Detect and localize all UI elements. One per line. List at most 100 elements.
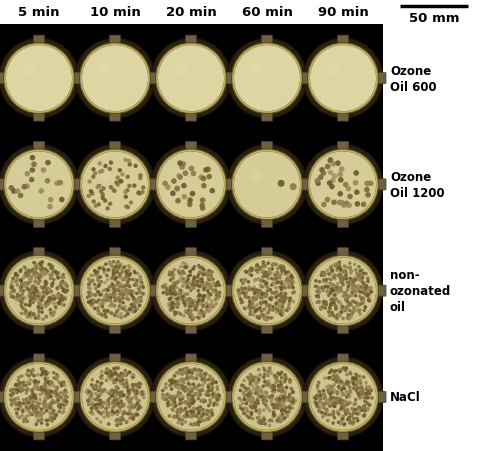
Circle shape [171,395,174,398]
Circle shape [116,397,120,401]
Circle shape [40,367,43,371]
Circle shape [196,316,199,319]
Circle shape [338,265,341,268]
Circle shape [241,401,244,405]
Circle shape [44,391,48,394]
Circle shape [75,145,155,225]
Circle shape [41,391,44,395]
Circle shape [61,296,64,299]
Circle shape [55,377,58,381]
Circle shape [34,382,37,385]
Circle shape [118,274,121,277]
Circle shape [189,289,192,293]
Circle shape [202,273,205,277]
Circle shape [342,406,345,410]
Circle shape [281,305,284,309]
Circle shape [135,397,138,401]
Circle shape [178,291,182,295]
Circle shape [294,399,298,402]
Circle shape [280,371,283,374]
Circle shape [130,306,134,310]
Circle shape [354,388,358,392]
Circle shape [358,295,362,299]
Circle shape [348,277,352,281]
Circle shape [353,408,356,412]
Circle shape [190,286,194,289]
Circle shape [209,293,212,297]
Circle shape [48,380,51,384]
Circle shape [172,290,176,294]
Circle shape [51,298,54,301]
Circle shape [106,289,110,292]
Circle shape [266,383,269,387]
Circle shape [88,396,92,400]
Circle shape [360,389,364,393]
Circle shape [118,282,121,285]
Circle shape [271,389,274,393]
Circle shape [136,391,140,395]
Circle shape [27,388,31,391]
Circle shape [124,272,128,276]
Circle shape [184,407,188,410]
Circle shape [55,387,58,390]
Circle shape [109,296,112,300]
FancyBboxPatch shape [300,285,308,296]
Circle shape [172,292,175,296]
Circle shape [335,402,338,405]
Circle shape [178,292,182,296]
Circle shape [332,405,336,408]
Circle shape [116,297,119,300]
Circle shape [133,272,136,275]
Circle shape [23,296,26,300]
Circle shape [361,406,364,410]
Circle shape [151,39,231,119]
Circle shape [18,299,22,303]
Circle shape [88,295,92,298]
Circle shape [288,392,292,396]
Circle shape [40,386,43,389]
FancyBboxPatch shape [300,391,308,402]
Circle shape [168,384,172,387]
Circle shape [282,390,285,393]
Circle shape [32,274,36,277]
Circle shape [115,423,118,427]
Circle shape [116,377,119,380]
Text: NaCl: NaCl [390,391,421,404]
Circle shape [64,402,68,406]
Circle shape [184,304,187,308]
Circle shape [329,304,332,307]
Circle shape [351,422,354,426]
Circle shape [314,179,320,184]
Circle shape [198,302,202,306]
Circle shape [128,278,131,281]
Circle shape [342,295,345,298]
Circle shape [3,149,75,221]
Circle shape [252,401,256,405]
Circle shape [335,289,338,293]
Circle shape [259,419,262,423]
Circle shape [346,402,350,405]
Circle shape [30,389,34,392]
Circle shape [118,300,122,304]
Circle shape [218,394,221,398]
Circle shape [30,288,34,291]
Circle shape [130,404,134,408]
Circle shape [361,396,364,399]
Circle shape [334,298,338,301]
Circle shape [168,298,172,302]
Circle shape [20,374,24,378]
Circle shape [266,262,270,265]
Circle shape [323,393,326,397]
Circle shape [248,269,252,272]
Circle shape [118,391,122,395]
Circle shape [115,263,118,267]
Circle shape [215,294,218,297]
Circle shape [361,284,365,288]
Circle shape [345,380,349,383]
FancyBboxPatch shape [186,36,196,44]
Circle shape [242,288,245,291]
Circle shape [292,300,295,304]
Circle shape [358,409,362,413]
Circle shape [178,291,182,295]
Circle shape [119,313,122,316]
